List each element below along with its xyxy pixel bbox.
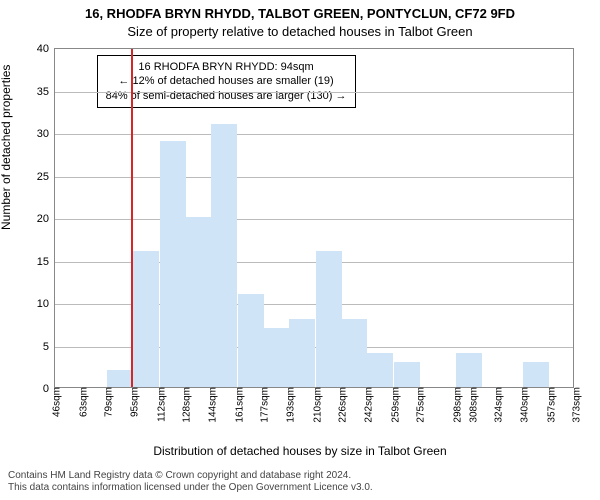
chart-title-address: 16, RHODFA BRYN RHYDD, TALBOT GREEN, PON… <box>0 6 600 21</box>
x-tick-label: 95sqm <box>125 387 140 417</box>
y-tick-label: 30 <box>37 128 55 140</box>
histogram-bar <box>394 362 420 388</box>
histogram-bar <box>133 251 159 387</box>
x-tick-label: 298sqm <box>448 387 463 423</box>
info-line-1: 16 RHODFA BRYN RHYDD: 94sqm <box>106 60 347 74</box>
y-tick-label: 40 <box>37 43 55 55</box>
x-tick-label: 373sqm <box>568 387 583 423</box>
x-tick-label: 340sqm <box>515 387 530 423</box>
histogram-bar <box>107 370 133 387</box>
chart-container: 16, RHODFA BRYN RHYDD, TALBOT GREEN, PON… <box>0 0 600 500</box>
x-tick-label: 324sqm <box>490 387 505 423</box>
reference-line <box>131 49 133 387</box>
histogram-bar <box>316 251 342 387</box>
x-tick-label: 112sqm <box>152 387 167 422</box>
histogram-bar <box>263 328 289 388</box>
x-tick-label: 210sqm <box>308 387 323 423</box>
x-tick-label: 193sqm <box>281 387 296 423</box>
y-tick-label: 25 <box>37 171 55 183</box>
x-tick-label: 308sqm <box>464 387 479 423</box>
info-line-2: ← 12% of detached houses are smaller (19… <box>106 74 347 88</box>
histogram-bar <box>185 217 211 387</box>
x-tick-label: 357sqm <box>542 387 557 423</box>
footer-line-2: This data contains information licensed … <box>8 482 373 494</box>
plot-area: 16 RHODFA BRYN RHYDD: 94sqm ← 12% of det… <box>54 48 574 388</box>
x-tick-label: 46sqm <box>48 387 63 417</box>
x-tick-label: 226sqm <box>334 387 349 423</box>
x-tick-label: 259sqm <box>386 387 401 423</box>
y-tick-label: 10 <box>37 298 55 310</box>
x-tick-label: 275sqm <box>412 387 427 423</box>
histogram-bar <box>523 362 549 388</box>
x-tick-label: 63sqm <box>75 387 90 417</box>
x-tick-label: 161sqm <box>230 387 245 423</box>
histogram-bar <box>456 353 482 387</box>
y-tick-label: 20 <box>37 213 55 225</box>
x-tick-label: 242sqm <box>359 387 374 423</box>
x-tick-label: 79sqm <box>100 387 115 417</box>
x-axis-label: Distribution of detached houses by size … <box>0 444 600 458</box>
x-tick-label: 144sqm <box>203 387 218 423</box>
histogram-bar <box>341 319 367 387</box>
y-tick-label: 15 <box>37 256 55 268</box>
histogram-bar <box>238 294 264 388</box>
y-tick-label: 35 <box>37 86 55 98</box>
histogram-bar <box>367 353 393 387</box>
footer-credits: Contains HM Land Registry data © Crown c… <box>8 470 373 494</box>
histogram-bar <box>160 141 186 388</box>
x-tick-label: 177sqm <box>256 387 271 423</box>
y-tick-label: 5 <box>43 341 55 353</box>
histogram-bar <box>211 124 237 388</box>
footer-line-1: Contains HM Land Registry data © Crown c… <box>8 470 373 482</box>
y-axis-label: Number of detached properties <box>0 65 13 230</box>
x-tick-label: 128sqm <box>178 387 193 423</box>
histogram-bar <box>289 319 315 387</box>
chart-title-subtitle: Size of property relative to detached ho… <box>0 24 600 39</box>
info-box: 16 RHODFA BRYN RHYDD: 94sqm ← 12% of det… <box>97 55 356 108</box>
